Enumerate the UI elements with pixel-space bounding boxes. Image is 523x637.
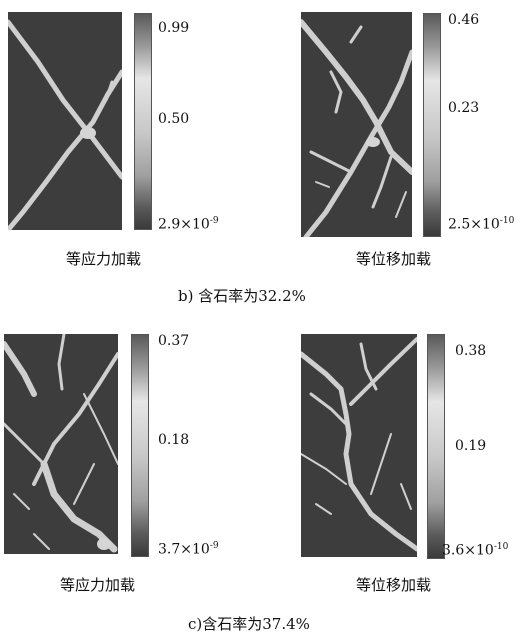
colorbar-b-stress-min: 2.9×10-9: [158, 216, 219, 233]
colorbar-c-displacement-min: 3.6×10-10: [442, 542, 509, 559]
label-b-stress-loading: 等应力加载: [66, 250, 142, 268]
label-b-displacement-loading: 等位移加载: [356, 250, 432, 268]
colorbar-b-stress-max: 0.99: [158, 20, 190, 36]
colorbar-c-displacement-mid: 0.19: [455, 438, 487, 454]
colorbar-b-displacement: [423, 13, 441, 237]
damage-map-c-displacement: [301, 334, 417, 557]
colorbar-b-displacement-min: 2.5×10-10: [448, 216, 515, 233]
damage-map-b-stress: [8, 12, 122, 230]
colorbar-b-displacement-max: 0.46: [448, 12, 480, 28]
damage-map-b-displacement: [301, 12, 412, 237]
colorbar-c-stress-min: 3.7×10-9: [158, 541, 219, 558]
colorbar-c-stress: [131, 334, 149, 557]
colorbar-c-stress-max: 0.37: [158, 333, 190, 349]
colorbar-b-stress-mid: 0.50: [158, 111, 190, 127]
label-c-stress-loading: 等应力加载: [60, 576, 136, 594]
label-c-displacement-loading: 等位移加载: [356, 576, 432, 594]
caption-c: c)含石率为37.4%: [188, 615, 310, 633]
damage-map-c-stress: [4, 334, 118, 554]
colorbar-b-displacement-mid: 0.23: [448, 100, 480, 116]
colorbar-c-displacement-max: 0.38: [455, 343, 487, 359]
colorbar-c-stress-mid: 0.18: [158, 432, 190, 448]
colorbar-b-stress: [134, 13, 152, 230]
colorbar-c-displacement: [427, 334, 445, 559]
caption-b: b) 含石率为32.2%: [178, 287, 306, 305]
